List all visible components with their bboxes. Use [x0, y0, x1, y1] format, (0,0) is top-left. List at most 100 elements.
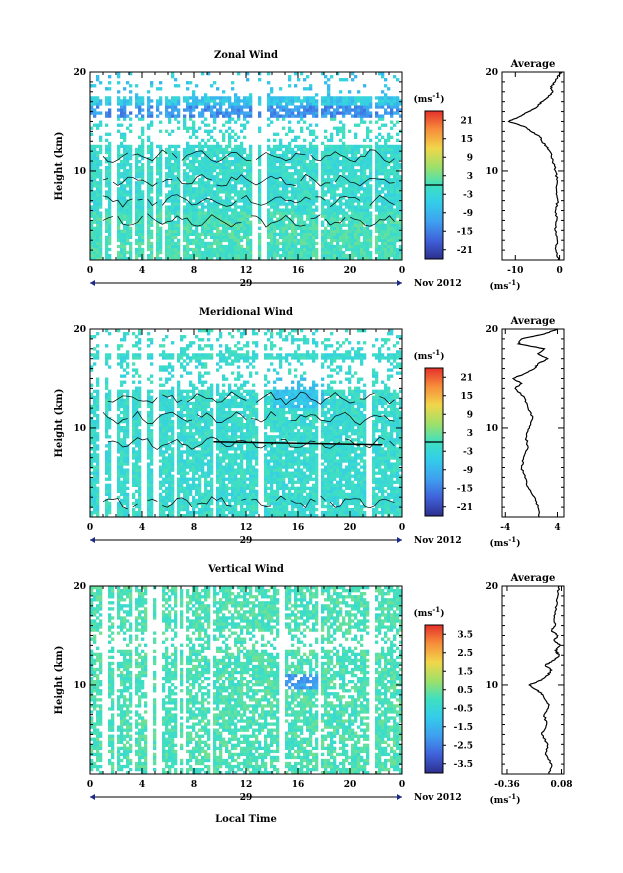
wind-cell: [285, 132, 289, 136]
wind-cell: [396, 199, 400, 203]
wind-cell: [363, 196, 367, 200]
wind-cell: [330, 162, 334, 167]
wind-cell: [90, 483, 94, 487]
wind-cell: [312, 132, 316, 136]
wind-cell: [141, 181, 145, 185]
wind-cell: [360, 153, 364, 158]
wind-cell: [270, 217, 274, 221]
wind-cell: [339, 120, 343, 124]
wind-cell: [288, 208, 292, 212]
wind-cell: [90, 175, 94, 179]
wind-cell: [147, 184, 151, 188]
wind-cell: [285, 172, 289, 176]
wind-cell: [357, 241, 361, 246]
wind-cell: [126, 513, 130, 518]
wind-cell: [243, 214, 247, 218]
wind-cell: [177, 444, 181, 448]
wind-cell: [354, 99, 358, 103]
wind-cell: [171, 453, 175, 457]
wind-cell: [249, 114, 253, 118]
wind-cell: [192, 229, 196, 234]
wind-cell: [93, 217, 97, 221]
wind-cell: [249, 187, 253, 191]
wind-cell: [399, 153, 403, 158]
wind-cell: [126, 153, 130, 158]
wind-cell: [195, 190, 199, 194]
wind-cell: [156, 211, 160, 215]
x-tick-label: 0: [399, 266, 405, 276]
wind-cell: [324, 253, 328, 258]
wind-cell: [267, 253, 271, 258]
wind-cell: [150, 474, 154, 478]
wind-cell: [393, 187, 397, 191]
wind-cell: [204, 205, 208, 209]
wind-cell: [105, 190, 109, 194]
wind-cell: [363, 172, 367, 176]
wind-cell: [96, 332, 100, 336]
wind-cell: [177, 217, 181, 221]
wind-cell: [126, 510, 130, 515]
wind-cell: [336, 105, 340, 109]
wind-cell: [357, 156, 361, 161]
wind-cell: [384, 253, 388, 258]
wind-cell: [150, 413, 154, 418]
wind-cell: [156, 205, 160, 209]
wind-cell: [210, 247, 214, 252]
wind-cell: [270, 114, 274, 118]
wind-cell: [132, 353, 136, 357]
wind-cell: [243, 220, 247, 224]
wind-cell: [138, 423, 142, 427]
wind-cell: [399, 156, 403, 161]
wind-cell: [117, 344, 121, 348]
wind-cell: [342, 144, 346, 149]
wind-cell: [327, 250, 331, 255]
wind-cell: [138, 468, 142, 472]
wind-cell: [288, 211, 292, 215]
wind-cell: [180, 474, 184, 478]
wind-cell: [117, 150, 121, 155]
wind-cell: [291, 150, 295, 155]
wind-cell: [135, 483, 139, 487]
axis-ticks: [89, 71, 403, 261]
wind-cell: [108, 447, 112, 451]
wind-cell: [234, 159, 238, 164]
wind-cell: [216, 217, 220, 221]
wind-cell: [330, 111, 334, 115]
wind-cell: [225, 244, 229, 249]
wind-cell: [204, 129, 208, 133]
wind-cell: [369, 162, 373, 167]
wind-cell: [240, 223, 244, 227]
wind-cell: [99, 199, 103, 203]
wind-cell: [396, 175, 400, 179]
wind-cell: [147, 156, 151, 161]
wind-cell: [123, 144, 127, 149]
wind-cell: [342, 166, 346, 170]
wind-cell: [147, 495, 151, 500]
wind-cell: [273, 226, 277, 230]
wind-cell: [375, 102, 379, 106]
wind-cell: [120, 498, 124, 503]
wind-cell: [177, 196, 181, 200]
wind-cell: [123, 253, 127, 258]
wind-cell: [348, 232, 352, 237]
wind-cell: [159, 238, 163, 243]
wind-cell: [174, 187, 178, 191]
wind-cell: [384, 205, 388, 209]
wind-cell: [174, 96, 178, 100]
wind-cell: [96, 96, 100, 100]
wind-cell: [201, 166, 205, 170]
wind-cell: [294, 256, 298, 261]
wind-cell: [306, 226, 310, 230]
wind-cell: [120, 398, 124, 403]
wind-cell: [123, 398, 127, 403]
wind-cell: [183, 238, 187, 243]
wind-cell: [138, 229, 142, 234]
wind-cell: [159, 147, 163, 152]
wind-cell: [90, 432, 94, 436]
wind-cell: [234, 229, 238, 234]
colorbar-unit: (ms-1): [414, 91, 445, 105]
wind-cell: [378, 214, 382, 218]
wind-cell: [249, 108, 253, 112]
